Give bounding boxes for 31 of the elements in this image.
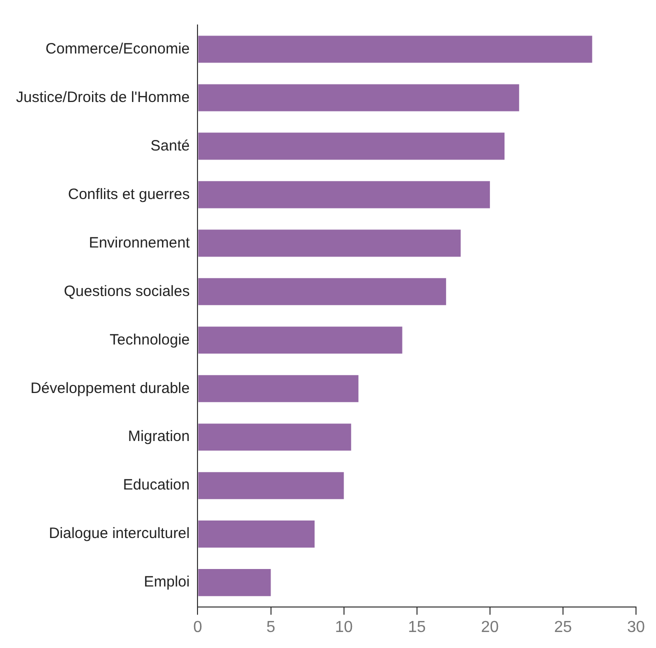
x-tick-label: 0 bbox=[193, 618, 202, 636]
y-tick-label: Migration bbox=[128, 428, 190, 446]
y-tick-label: Emploi bbox=[144, 574, 190, 591]
y-tick-label: Santé bbox=[150, 137, 190, 154]
bar bbox=[198, 375, 358, 402]
bar bbox=[198, 181, 490, 208]
bar bbox=[198, 472, 344, 500]
bar bbox=[198, 520, 315, 548]
y-tick-label: Commerce/Economie bbox=[46, 40, 190, 58]
bar bbox=[198, 326, 402, 354]
y-tick-label: Environnement bbox=[88, 234, 191, 252]
x-tick-label: 15 bbox=[408, 618, 426, 636]
bar bbox=[198, 132, 505, 160]
y-tick-label: Développement durable bbox=[30, 380, 190, 397]
x-tick-label: 10 bbox=[334, 618, 353, 636]
y-tick-label: Questions sociales bbox=[64, 282, 190, 300]
y-tick-label: Education bbox=[123, 476, 190, 494]
bar bbox=[198, 424, 352, 451]
x-tick-label: 25 bbox=[554, 618, 572, 636]
x-tick-label: 20 bbox=[481, 618, 499, 636]
y-tick-label: Technologie bbox=[110, 331, 190, 348]
bar bbox=[198, 230, 461, 257]
y-tick-label: Dialogue interculturel bbox=[48, 525, 190, 542]
bar bbox=[198, 84, 520, 112]
y-tick-label: Justice/Droits de l'Homme bbox=[16, 88, 190, 106]
x-tick-label: 30 bbox=[627, 618, 645, 636]
x-tick-label: 5 bbox=[266, 618, 276, 636]
bar bbox=[198, 278, 446, 306]
bar bbox=[198, 569, 271, 596]
y-tick-label: Conflits et guerres bbox=[68, 186, 190, 203]
bar bbox=[198, 36, 592, 63]
